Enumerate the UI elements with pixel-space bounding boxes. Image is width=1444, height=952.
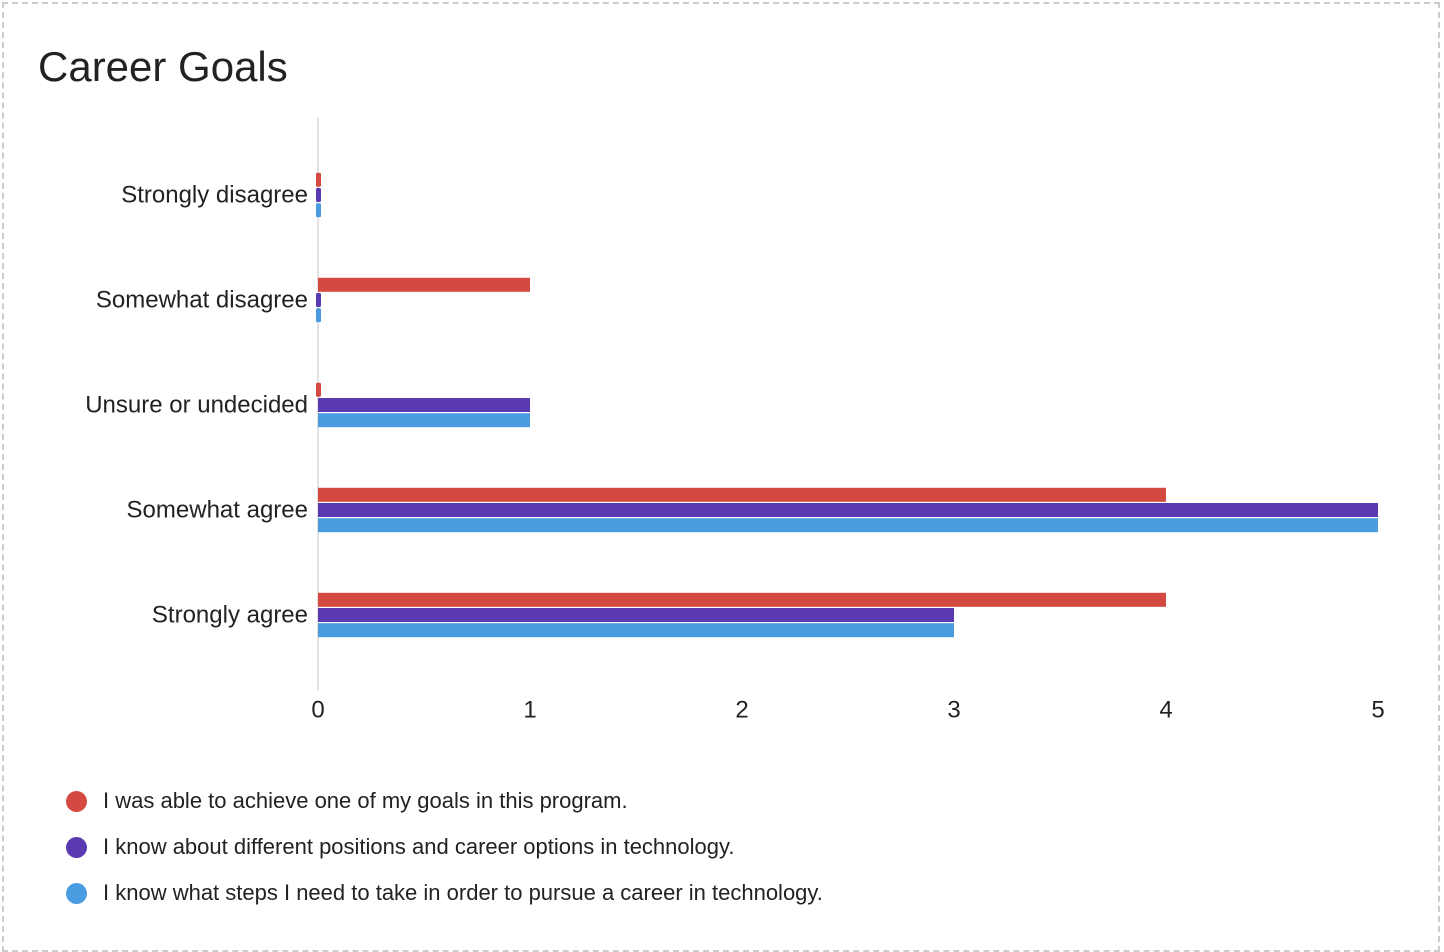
- legend-item[interactable]: I know about different positions and car…: [66, 824, 823, 870]
- x-tick-label: 3: [947, 697, 960, 724]
- bar[interactable]: [318, 398, 530, 412]
- bar[interactable]: [316, 203, 321, 218]
- category-label: Strongly agree: [152, 602, 308, 629]
- x-tick-label: 4: [1159, 697, 1172, 724]
- bar[interactable]: [316, 382, 321, 397]
- chart-title: Career Goals: [38, 43, 288, 90]
- chart-legend: I was able to achieve one of my goals in…: [66, 778, 823, 916]
- legend-label: I was able to achieve one of my goals in…: [103, 788, 628, 813]
- category-label: Somewhat agree: [127, 497, 308, 524]
- legend-item[interactable]: I know what steps I need to take in orde…: [66, 870, 823, 916]
- legend-marker-icon: [66, 790, 87, 812]
- legend-marker-icon: [66, 836, 87, 858]
- bar[interactable]: [318, 277, 530, 292]
- x-tick-label: 1: [523, 697, 536, 724]
- category-label: Somewhat disagree: [96, 287, 308, 314]
- legend-label: I know about different positions and car…: [103, 834, 735, 859]
- bar[interactable]: [318, 518, 1378, 533]
- x-tick-label: 0: [311, 697, 324, 724]
- x-tick-label: 2: [735, 697, 748, 724]
- bar[interactable]: [318, 487, 1166, 502]
- legend-label: I know what steps I need to take in orde…: [103, 880, 823, 905]
- x-tick-label: 5: [1371, 697, 1384, 724]
- bar[interactable]: [318, 592, 1166, 607]
- bar[interactable]: [318, 413, 530, 428]
- category-label: Strongly disagree: [121, 182, 308, 209]
- legend-item[interactable]: I was able to achieve one of my goals in…: [66, 778, 823, 824]
- bar[interactable]: [318, 623, 954, 638]
- legend-marker-icon: [66, 882, 87, 904]
- category-label: Unsure or undecided: [85, 392, 308, 419]
- bar[interactable]: [318, 608, 954, 622]
- bar[interactable]: [318, 503, 1378, 517]
- bar[interactable]: [316, 188, 321, 202]
- bar[interactable]: [316, 293, 321, 307]
- bar[interactable]: [316, 172, 321, 187]
- bar[interactable]: [316, 308, 321, 323]
